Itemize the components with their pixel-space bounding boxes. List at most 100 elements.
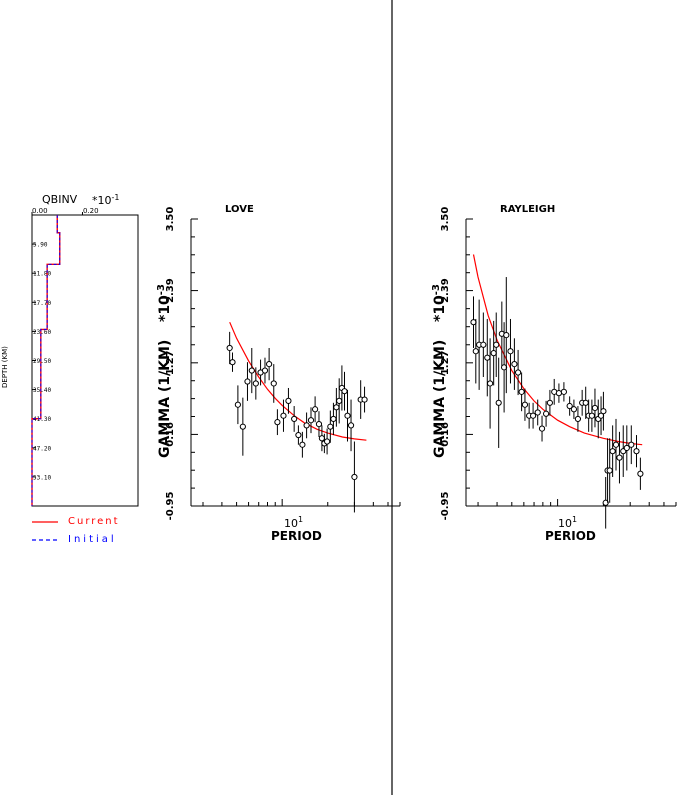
rayleigh-point-marker (507, 348, 514, 355)
love-ytick-labels: -0.95 0.16 1.27 2.39 3.50 (165, 207, 176, 521)
love-point-marker (303, 422, 310, 429)
love-data-point (291, 406, 298, 432)
love-ytick-label: 1.27 (165, 350, 176, 375)
qbinv-ylabel: DEPTH (KM) (1, 346, 9, 388)
love-data-point (361, 386, 368, 413)
rayleigh-data-point (582, 386, 589, 419)
love-point-marker (291, 415, 298, 423)
rayleigh-xtick-power: 1 (572, 515, 577, 524)
qbinv-exponent-power: -1 (112, 193, 120, 202)
love-point-marker (270, 380, 277, 387)
rayleigh-data-point (597, 396, 605, 436)
rayleigh-data-point (480, 312, 487, 378)
rayleigh-data-point (511, 338, 518, 390)
rayleigh-point-marker (600, 408, 607, 415)
rayleigh-data-point (602, 476, 609, 529)
rayleigh-point-marker (542, 410, 550, 417)
rayleigh-point-marker (521, 401, 529, 408)
rayleigh-data-point (633, 435, 640, 468)
rayleigh-data-point (560, 382, 568, 402)
love-point-marker (318, 435, 326, 442)
rayleigh-point-marker (529, 412, 537, 419)
legend-current-label: Current (68, 516, 120, 527)
rayleigh-data-point (574, 406, 582, 432)
love-data-point (344, 389, 351, 442)
qbinv-ytick-label: 47.20 (33, 445, 51, 452)
love-point-marker (285, 397, 292, 404)
rayleigh-point-marker (591, 404, 599, 412)
rayleigh-point-marker (609, 448, 616, 455)
qbinv-ytick-label: 17.70 (33, 300, 51, 307)
love-point-marker (361, 396, 368, 403)
rayleigh-point-marker (493, 341, 500, 348)
rayleigh-data-point (518, 372, 525, 412)
love-point-marker (266, 361, 273, 368)
rayleigh-data-point (551, 378, 558, 405)
love-point-marker (307, 417, 315, 424)
rayleigh-data-point (514, 349, 522, 396)
rayleigh-ytick-label: 0.16 (440, 422, 451, 447)
rayleigh-data-point (588, 399, 595, 432)
love-xtick-label: 101 (284, 515, 303, 530)
love-data-point (270, 364, 277, 403)
qbinv-ytick-label: 29.50 (33, 358, 51, 365)
love-data-point (295, 425, 302, 445)
rayleigh-point-marker (514, 369, 522, 376)
qbinv-panel: QBINV *10-1 0.00 0.20 5.90 11.80 17.70 23.6… (1, 193, 139, 545)
rayleigh-point-marker (623, 444, 630, 452)
love-data-point (234, 385, 241, 425)
rayleigh-point-marker (574, 415, 582, 423)
rayleigh-fit-line (472, 254, 643, 446)
love-xlabel: PERIOD (271, 529, 322, 543)
rayleigh-data-point (616, 431, 623, 484)
rayleigh-point-marker (534, 409, 541, 416)
qbinv-series-initial (31, 215, 61, 506)
qbinv-yticks: 5.90 11.80 17.70 23.60 29.50 35.40 41.30 47.20 5… (32, 242, 51, 481)
love-ylabel: GAMMA (1/KM) (157, 340, 173, 458)
rayleigh-exponent-base: *10 (432, 295, 448, 322)
rayleigh-point-marker (484, 354, 491, 361)
love-point-marker (252, 380, 259, 387)
rayleigh-point-marker (518, 388, 525, 395)
rayleigh-data-point (623, 425, 630, 471)
rayleigh-data-point (546, 389, 554, 416)
love-point-marker (295, 431, 302, 439)
love-data-point (280, 399, 287, 432)
love-panel: LOVE -0.950.161.272.393.50 GAMMA (1/KM) … (156, 204, 401, 543)
qbinv-series (31, 215, 61, 506)
rayleigh-data-point (529, 402, 537, 429)
love-point-marker (299, 441, 306, 448)
rayleigh-title: RAYLEIGH (500, 204, 555, 215)
love-data-point (226, 331, 233, 365)
love-point-marker (280, 412, 287, 419)
rayleigh-point-marker (633, 448, 640, 455)
love-data-point (312, 396, 319, 423)
rayleigh-point-marker (538, 425, 546, 432)
rayleigh-data-point (495, 357, 502, 448)
qbinv-ytick-label: 53.10 (33, 474, 51, 481)
love-data-points (226, 331, 368, 513)
rayleigh-data-points (470, 277, 644, 529)
rayleigh-point-marker (486, 380, 494, 387)
love-title: LOVE (225, 204, 254, 215)
love-data-point (341, 371, 348, 411)
love-point-marker (312, 406, 319, 413)
love-point-marker (347, 422, 355, 429)
love-point-marker (234, 401, 241, 408)
love-data-point (299, 431, 306, 458)
rayleigh-data-point (570, 399, 578, 419)
love-ytick-label: 3.50 (165, 207, 176, 232)
love-point-marker (333, 404, 340, 411)
rayleigh-exponent: *10-3 (431, 284, 448, 322)
rayleigh-ytick-label: -0.95 (440, 492, 451, 521)
love-data-point (239, 397, 246, 456)
love-data-point (323, 428, 331, 455)
rayleigh-data-point (498, 301, 505, 367)
love-point-marker (323, 438, 331, 445)
rayleigh-data-point (521, 388, 529, 421)
qbinv-exponent: *10-1 (92, 193, 119, 207)
love-data-point (229, 352, 236, 372)
love-exponent: *10-3 (156, 284, 173, 322)
rayleigh-data-point (555, 383, 563, 403)
